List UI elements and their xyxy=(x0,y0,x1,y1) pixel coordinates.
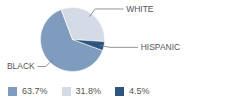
html-text:31.8%: 31.8% xyxy=(75,86,102,96)
svg-text:WHITE: WHITE xyxy=(126,4,154,14)
html-text:63.7%: 63.7% xyxy=(22,86,48,96)
html-text:4.5%: 4.5% xyxy=(129,86,150,96)
svg-text:HISPANIC: HISPANIC xyxy=(141,42,181,52)
svg-text:BLACK: BLACK xyxy=(7,61,35,71)
